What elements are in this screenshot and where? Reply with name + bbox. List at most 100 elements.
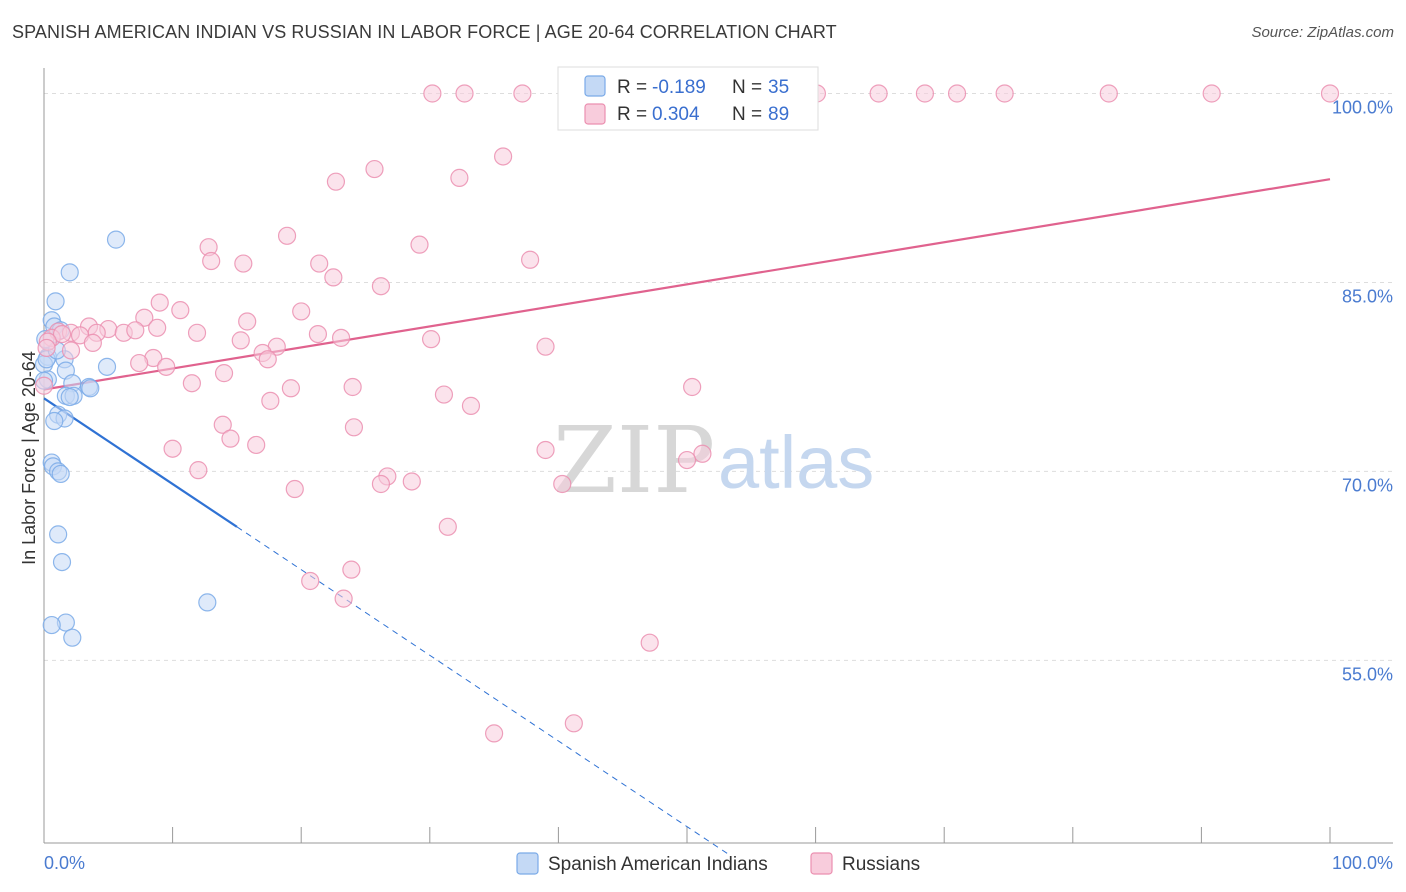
russian-point-59 [182, 374, 201, 393]
x-tick-label-0: 0.0% [44, 853, 85, 873]
chart-source: Source: ZipAtlas.com [1251, 24, 1394, 41]
russian-point-35 [126, 321, 145, 340]
russian-point-10 [1099, 84, 1118, 103]
stats-r-label-pink: R = [617, 104, 647, 125]
russian-point-28 [292, 302, 311, 321]
russian-point-42 [187, 323, 207, 342]
russian-point-12 [1320, 84, 1340, 103]
russian-point-21 [234, 254, 253, 273]
russian-point-41 [52, 324, 72, 344]
russian-point-80 [285, 479, 304, 499]
watermark-atlas: atlas [718, 421, 874, 504]
russian-point-7 [915, 84, 935, 103]
spanish-american-indian-point-1 [60, 263, 79, 282]
russian-point-13 [494, 147, 513, 166]
gridlines [44, 92, 1393, 661]
stats-n-label-blue: N = [732, 77, 762, 98]
russian-point-75 [189, 461, 208, 480]
spanish-american-indian-point-16 [81, 379, 100, 398]
stats-r-label-blue: R = [617, 77, 647, 98]
russian-point-67 [213, 415, 232, 434]
axes [43, 68, 1393, 844]
russian-point-73 [693, 444, 712, 463]
russian-point-16 [326, 172, 346, 191]
russian-point-8 [947, 84, 967, 103]
russian-point-6 [869, 84, 888, 103]
legend-swatch-spanish-american-indians [516, 852, 539, 875]
y-axis-title: In Labor Force | Age 20-64 [19, 351, 39, 565]
spanish-american-indian-point-19 [60, 387, 79, 407]
russian-point-69 [221, 429, 240, 448]
russian-point-62 [343, 377, 362, 397]
russian-point-60 [34, 376, 54, 395]
russian-point-11 [1202, 84, 1221, 103]
russian-point-47 [83, 333, 102, 353]
y-tick-label-70: 70.0% [1342, 475, 1393, 495]
spanish-american-indian-point-2 [46, 292, 65, 311]
russian-point-1 [455, 84, 474, 103]
russian-point-24 [324, 268, 343, 287]
spanish-american-indian-point-31 [42, 615, 61, 635]
russian-point-18 [410, 235, 429, 254]
stats-n-label-pink: N = [732, 104, 762, 125]
y-tick-label-85: 85.0% [1342, 286, 1393, 306]
russian-point-58 [214, 364, 234, 383]
spanish-american-indian-point-10 [97, 357, 117, 376]
spanish-american-indian-point-32 [63, 628, 82, 647]
russian-point-46 [231, 331, 250, 350]
russian-point-81 [438, 517, 457, 536]
russian-point-70 [247, 435, 266, 455]
spanish-american-indian-point-27 [49, 525, 68, 544]
russian-point-83 [301, 571, 320, 591]
russian-point-45 [421, 330, 441, 349]
legend-label-russians: Russians [842, 854, 920, 875]
russian-point-71 [163, 439, 182, 458]
russian-point-15 [450, 168, 469, 187]
spanish-american-indian-point-0 [106, 230, 126, 249]
russian-point-77 [402, 472, 421, 491]
russian-point-87 [485, 724, 504, 743]
russian-point-17 [277, 226, 297, 245]
russian-point-25 [371, 277, 391, 296]
russian-point-84 [334, 589, 353, 608]
russian-point-14 [365, 159, 384, 179]
chart-title: SPANISH AMERICAN INDIAN VS RUSSIAN IN LA… [12, 22, 837, 42]
russian-point-2 [513, 84, 532, 103]
stats-legend: R = -0.189 N = 35 R = 0.304 N = 89 [557, 66, 819, 131]
russian-point-57 [157, 357, 176, 376]
stats-swatch-blue [584, 75, 606, 97]
stats-swatch-pink [584, 103, 606, 125]
russian-point-79 [553, 474, 572, 494]
russian-point-22 [310, 254, 329, 273]
russian-point-51 [536, 337, 555, 356]
russian-point-85 [640, 633, 659, 652]
spanish-american-indian-point-26 [51, 464, 70, 484]
stats-r-value-blue: -0.189 [652, 77, 706, 98]
spanish-american-indian-trend-line [43, 397, 238, 528]
russian-point-65 [261, 391, 280, 410]
russian-point-56 [130, 353, 149, 373]
russian-point-29 [238, 312, 257, 331]
russian-point-86 [564, 714, 583, 733]
russian-point-44 [331, 328, 351, 347]
watermark: ZIP atlas [553, 407, 874, 514]
trend-lines [43, 178, 1331, 855]
legend-swatch-russians [810, 852, 833, 875]
russian-trend-line [43, 178, 1331, 391]
russian-point-61 [281, 379, 301, 398]
y-tick-label-55: 55.0% [1342, 664, 1393, 684]
russian-point-72 [536, 440, 555, 460]
spanish-american-indian-point-28 [52, 552, 72, 572]
russian-point-82 [342, 560, 361, 579]
legend-label-spanish-american-indians: Spanish American Indians [548, 854, 768, 875]
russian-point-20 [202, 251, 221, 271]
russian-point-78 [371, 474, 391, 494]
russian-point-32 [148, 318, 167, 337]
russian-point-68 [344, 418, 364, 437]
russian-point-26 [150, 293, 169, 312]
stats-n-value-pink: 89 [768, 104, 789, 125]
russian-point-74 [677, 450, 697, 470]
russian-point-63 [683, 377, 702, 397]
russian-point-9 [995, 84, 1014, 103]
